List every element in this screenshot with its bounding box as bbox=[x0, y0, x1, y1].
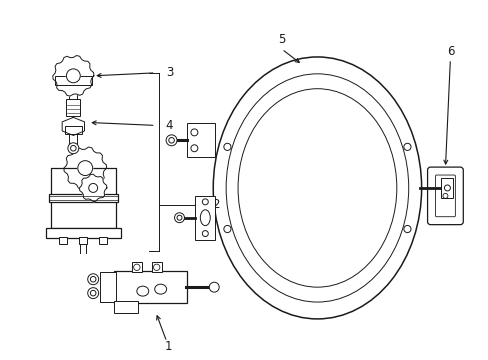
FancyBboxPatch shape bbox=[79, 237, 87, 243]
FancyBboxPatch shape bbox=[195, 196, 215, 239]
Polygon shape bbox=[62, 117, 84, 135]
FancyBboxPatch shape bbox=[187, 123, 215, 157]
FancyBboxPatch shape bbox=[55, 76, 92, 85]
Circle shape bbox=[87, 274, 99, 285]
Text: 5: 5 bbox=[278, 33, 285, 46]
Circle shape bbox=[78, 161, 93, 176]
FancyBboxPatch shape bbox=[45, 228, 121, 238]
FancyBboxPatch shape bbox=[427, 167, 462, 225]
Circle shape bbox=[190, 145, 198, 152]
Text: 4: 4 bbox=[165, 119, 173, 132]
FancyBboxPatch shape bbox=[132, 262, 142, 272]
Circle shape bbox=[68, 143, 79, 154]
FancyBboxPatch shape bbox=[151, 262, 162, 272]
Circle shape bbox=[202, 231, 208, 237]
Circle shape bbox=[166, 135, 177, 146]
Polygon shape bbox=[64, 147, 106, 189]
Circle shape bbox=[174, 213, 184, 223]
Circle shape bbox=[66, 69, 80, 83]
Circle shape bbox=[224, 143, 230, 150]
Circle shape bbox=[153, 264, 160, 270]
Polygon shape bbox=[53, 55, 94, 96]
Polygon shape bbox=[80, 174, 107, 202]
Text: 6: 6 bbox=[446, 45, 453, 58]
Text: 1: 1 bbox=[164, 340, 172, 353]
FancyBboxPatch shape bbox=[60, 237, 67, 243]
Circle shape bbox=[403, 143, 410, 150]
FancyBboxPatch shape bbox=[48, 194, 118, 202]
FancyBboxPatch shape bbox=[99, 237, 107, 243]
Circle shape bbox=[224, 225, 230, 233]
Circle shape bbox=[88, 184, 98, 192]
FancyBboxPatch shape bbox=[66, 99, 80, 117]
FancyBboxPatch shape bbox=[114, 271, 187, 303]
Circle shape bbox=[403, 225, 410, 233]
Ellipse shape bbox=[213, 57, 421, 319]
FancyBboxPatch shape bbox=[114, 301, 138, 313]
FancyBboxPatch shape bbox=[65, 126, 81, 134]
Text: 3: 3 bbox=[165, 66, 173, 79]
FancyBboxPatch shape bbox=[441, 178, 452, 198]
Circle shape bbox=[133, 264, 140, 270]
Circle shape bbox=[209, 282, 219, 292]
Text: 2: 2 bbox=[212, 198, 219, 211]
Polygon shape bbox=[50, 168, 116, 228]
Circle shape bbox=[190, 129, 198, 136]
Circle shape bbox=[202, 199, 208, 205]
FancyBboxPatch shape bbox=[100, 272, 116, 302]
Circle shape bbox=[87, 288, 99, 298]
